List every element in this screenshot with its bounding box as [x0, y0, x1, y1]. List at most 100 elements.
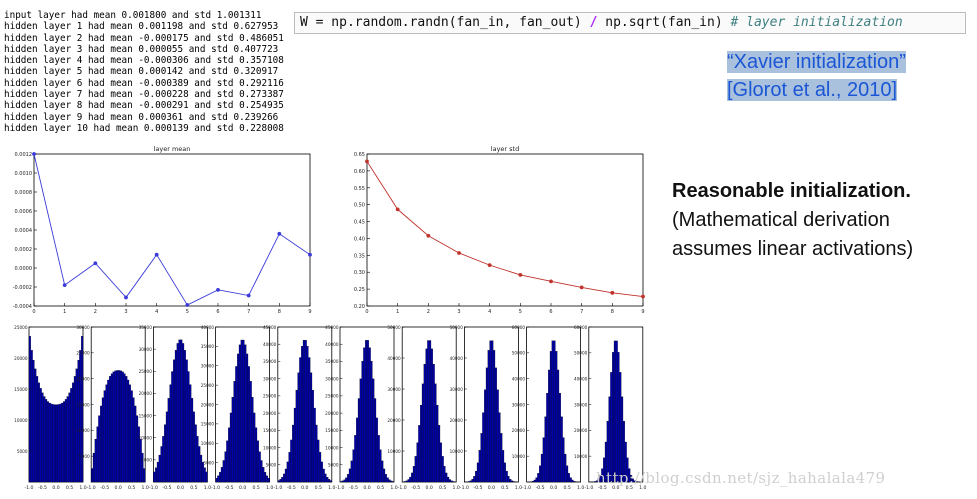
- histogram-bar: [238, 344, 241, 483]
- log-line: hidden layer 6 had mean -0.000389 and st…: [4, 77, 284, 89]
- histogram-bar: [288, 452, 291, 483]
- y-tick-label: 10000: [574, 454, 588, 459]
- histogram-bar: [198, 446, 201, 483]
- y-tick-label: 10000: [325, 445, 339, 450]
- histogram-bar: [558, 392, 561, 483]
- y-tick-label: 5000: [203, 460, 214, 465]
- histogram-bar: [361, 360, 364, 483]
- histogram-bar: [189, 384, 192, 483]
- x-tick-label: -0.5: [287, 485, 296, 491]
- histogram-bar: [178, 339, 181, 483]
- histogram-bar: [485, 367, 488, 483]
- histogram-bar: [366, 340, 369, 483]
- citation-reference: [Glorot et al., 2010]: [727, 79, 898, 101]
- x-tick-label: -1.0: [336, 485, 345, 491]
- histogram-bar: [171, 371, 174, 483]
- histogram-bar: [107, 379, 110, 483]
- y-tick-label: 45000: [263, 325, 277, 330]
- histogram-bar: [66, 396, 69, 483]
- histogram-bar: [242, 339, 245, 483]
- plot-frame: [366, 153, 644, 307]
- histogram-bar: [155, 467, 158, 483]
- histogram-8: 10000 20000 30000 40000 50000 -1.0 -0.5 0.0 0.5 1…: [450, 325, 523, 491]
- histogram-bar: [617, 352, 620, 483]
- histogram-bar: [487, 350, 490, 483]
- histogram-bar: [302, 340, 305, 483]
- y-tick-label: 15000: [201, 422, 215, 427]
- histogram-bar: [489, 340, 492, 483]
- histogram-bar: [231, 396, 234, 483]
- histogram-bar: [412, 466, 415, 483]
- histogram-bar: [55, 404, 58, 483]
- histogram-bar: [357, 398, 360, 483]
- histogram-bar: [615, 340, 618, 483]
- y-tick-label: 15000: [139, 413, 153, 418]
- y-tick-label: 0.35: [354, 253, 365, 259]
- x-tick-label: 9: [641, 309, 644, 315]
- histogram-bar: [292, 424, 295, 483]
- x-tick-label: -1.0: [522, 485, 531, 491]
- histogram-bar: [379, 449, 382, 483]
- histogram-bar: [566, 465, 569, 483]
- x-tick-label: 0.0: [488, 485, 495, 491]
- y-tick-label: 30000: [450, 387, 464, 392]
- log-line: input layer had mean 0.001800 and std 1.…: [4, 10, 262, 21]
- log-line: hidden layer 4 had mean -0.000306 and st…: [4, 55, 284, 67]
- line-chart-1: layer std 0.20 0.25 0.30 0.35 0.40 0.45 0.50 0.5…: [354, 145, 645, 315]
- histogram-bar: [350, 460, 353, 483]
- code-operator: /: [589, 15, 598, 30]
- log-line: hidden layer 9 had mean 0.000361 and std…: [4, 111, 279, 123]
- code-comment: # layer initialization: [730, 15, 903, 30]
- y-tick-label: 30000: [325, 376, 339, 381]
- histogram-bar: [103, 390, 106, 483]
- histogram-bar: [384, 474, 387, 483]
- x-tick-label: -1.0: [398, 485, 407, 491]
- histogram-bar: [441, 456, 444, 483]
- histogram-bar: [109, 376, 112, 483]
- y-tick-label: 20000: [325, 411, 339, 416]
- histogram-bar: [571, 479, 574, 483]
- histogram-bar: [57, 404, 60, 483]
- x-tick-label: 1.0: [577, 485, 584, 491]
- y-tick-label: 45000: [325, 325, 339, 330]
- y-tick-label: 0.25: [354, 287, 365, 293]
- y-tick-label: 50000: [574, 351, 588, 356]
- log-line: hidden layer 5 had mean 0.000142 and std…: [4, 66, 279, 78]
- histogram-bar: [473, 476, 476, 483]
- histogram-bar: [30, 350, 33, 483]
- histogram-bar: [405, 480, 408, 483]
- histogram-bar: [43, 396, 46, 483]
- histogram-bar: [240, 339, 243, 483]
- data-point: [365, 159, 369, 164]
- histogram-bar: [612, 352, 615, 483]
- histogram-bar: [39, 388, 42, 483]
- histogram-bar: [392, 481, 395, 483]
- histogram-bar: [153, 471, 156, 483]
- y-tick-label: 25000: [201, 383, 215, 388]
- y-tick-label: 25000: [139, 369, 153, 374]
- histogram-bar: [191, 398, 194, 483]
- x-tick-label: 0.0: [301, 485, 308, 491]
- y-tick-label: 50000: [387, 325, 401, 330]
- histogram-2: 5000 10000 15000 20000 25000 30000 -1.0 -0.5 0.0…: [76, 325, 149, 491]
- data-point: [426, 233, 431, 238]
- y-tick-label: 10000: [387, 449, 401, 454]
- data-point: [216, 287, 220, 292]
- y-tick-label: 30000: [574, 402, 588, 407]
- y-tick-label: 0.60: [354, 169, 365, 175]
- histogram-bar: [293, 407, 296, 483]
- histogram-bar: [96, 426, 99, 483]
- y-tick-label: 10000: [139, 436, 153, 441]
- x-tick-label: -0.5: [473, 485, 482, 491]
- histogram-bar: [352, 449, 355, 483]
- histogram-bar: [200, 454, 203, 483]
- histogram-bar: [425, 348, 428, 483]
- x-tick-label: 0.0: [52, 485, 59, 491]
- histogram-bar: [165, 411, 168, 483]
- histogram-bar: [445, 472, 448, 483]
- histogram-bar: [63, 401, 66, 483]
- histogram-bar: [443, 466, 446, 483]
- y-tick-label: 30000: [139, 347, 153, 352]
- histogram-bar: [45, 399, 48, 483]
